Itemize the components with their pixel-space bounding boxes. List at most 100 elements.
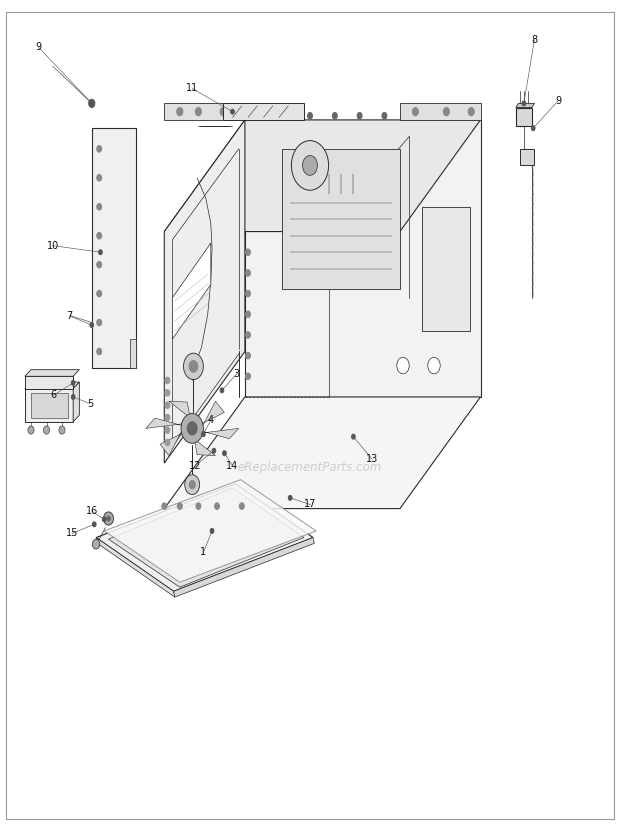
Polygon shape bbox=[160, 428, 192, 456]
Circle shape bbox=[246, 270, 250, 276]
Polygon shape bbox=[192, 428, 239, 438]
Circle shape bbox=[92, 522, 96, 527]
Circle shape bbox=[352, 434, 355, 439]
Circle shape bbox=[531, 126, 535, 131]
Circle shape bbox=[165, 390, 170, 396]
Circle shape bbox=[303, 155, 317, 175]
Polygon shape bbox=[25, 376, 73, 389]
Circle shape bbox=[165, 377, 170, 384]
Polygon shape bbox=[164, 103, 245, 120]
Circle shape bbox=[246, 332, 250, 338]
Circle shape bbox=[231, 109, 234, 114]
Circle shape bbox=[443, 108, 449, 116]
Circle shape bbox=[246, 249, 250, 256]
Text: 8: 8 bbox=[531, 35, 538, 45]
Circle shape bbox=[165, 414, 170, 421]
Text: 12: 12 bbox=[189, 461, 202, 471]
Circle shape bbox=[97, 174, 102, 181]
Circle shape bbox=[291, 141, 329, 190]
Polygon shape bbox=[164, 120, 480, 232]
Polygon shape bbox=[25, 389, 73, 422]
Circle shape bbox=[28, 426, 34, 434]
Circle shape bbox=[71, 394, 75, 399]
Text: 1: 1 bbox=[200, 547, 206, 557]
Circle shape bbox=[59, 426, 65, 434]
Circle shape bbox=[246, 352, 250, 359]
Polygon shape bbox=[104, 480, 316, 582]
Circle shape bbox=[97, 290, 102, 297]
Circle shape bbox=[165, 439, 170, 446]
Circle shape bbox=[246, 290, 250, 297]
Polygon shape bbox=[73, 382, 79, 422]
Circle shape bbox=[220, 388, 224, 393]
Text: eReplacementParts.com: eReplacementParts.com bbox=[238, 461, 382, 474]
Polygon shape bbox=[25, 382, 79, 389]
Polygon shape bbox=[164, 120, 245, 463]
Circle shape bbox=[428, 357, 440, 374]
Circle shape bbox=[90, 101, 94, 106]
Polygon shape bbox=[282, 149, 400, 289]
Text: 17: 17 bbox=[304, 500, 316, 509]
Circle shape bbox=[177, 108, 183, 116]
Circle shape bbox=[165, 402, 170, 409]
Circle shape bbox=[97, 146, 102, 152]
Circle shape bbox=[212, 448, 216, 453]
Circle shape bbox=[308, 112, 312, 119]
Text: 13: 13 bbox=[366, 454, 378, 464]
Circle shape bbox=[107, 516, 110, 521]
Polygon shape bbox=[400, 103, 481, 120]
Polygon shape bbox=[245, 120, 480, 397]
Circle shape bbox=[185, 475, 200, 495]
Circle shape bbox=[220, 108, 226, 116]
Circle shape bbox=[165, 427, 170, 433]
Polygon shape bbox=[192, 401, 224, 428]
Circle shape bbox=[239, 503, 244, 509]
Circle shape bbox=[382, 112, 387, 119]
Circle shape bbox=[181, 414, 203, 443]
Circle shape bbox=[97, 232, 102, 239]
Polygon shape bbox=[25, 370, 79, 376]
Circle shape bbox=[162, 503, 167, 509]
Polygon shape bbox=[96, 484, 313, 591]
Circle shape bbox=[239, 108, 245, 116]
Circle shape bbox=[468, 108, 474, 116]
Circle shape bbox=[187, 422, 197, 435]
Circle shape bbox=[202, 432, 205, 437]
Text: 16: 16 bbox=[86, 506, 98, 516]
Polygon shape bbox=[146, 418, 192, 428]
Circle shape bbox=[215, 503, 219, 509]
Text: 9: 9 bbox=[555, 96, 561, 106]
Circle shape bbox=[223, 451, 226, 456]
Text: 5: 5 bbox=[87, 399, 93, 409]
Polygon shape bbox=[223, 103, 304, 120]
Polygon shape bbox=[31, 393, 68, 418]
Polygon shape bbox=[422, 207, 470, 331]
Circle shape bbox=[210, 528, 214, 533]
Circle shape bbox=[89, 99, 95, 108]
Polygon shape bbox=[188, 428, 216, 456]
Text: 10: 10 bbox=[46, 241, 59, 251]
Circle shape bbox=[258, 112, 263, 119]
Circle shape bbox=[288, 495, 292, 500]
Circle shape bbox=[184, 353, 203, 380]
Polygon shape bbox=[174, 538, 314, 597]
Polygon shape bbox=[92, 128, 136, 368]
Polygon shape bbox=[172, 243, 211, 339]
Polygon shape bbox=[96, 538, 175, 597]
Polygon shape bbox=[108, 488, 304, 587]
Text: 6: 6 bbox=[50, 390, 56, 400]
Circle shape bbox=[177, 503, 182, 509]
Text: 3: 3 bbox=[234, 369, 240, 379]
Polygon shape bbox=[516, 103, 534, 108]
Polygon shape bbox=[130, 339, 136, 368]
Circle shape bbox=[522, 101, 526, 106]
Circle shape bbox=[195, 108, 202, 116]
Circle shape bbox=[90, 323, 94, 327]
Text: 11: 11 bbox=[186, 84, 198, 93]
Circle shape bbox=[97, 319, 102, 326]
Circle shape bbox=[43, 426, 50, 434]
Polygon shape bbox=[520, 149, 534, 165]
Circle shape bbox=[71, 380, 75, 385]
Circle shape bbox=[283, 112, 288, 119]
Text: 14: 14 bbox=[226, 461, 239, 471]
